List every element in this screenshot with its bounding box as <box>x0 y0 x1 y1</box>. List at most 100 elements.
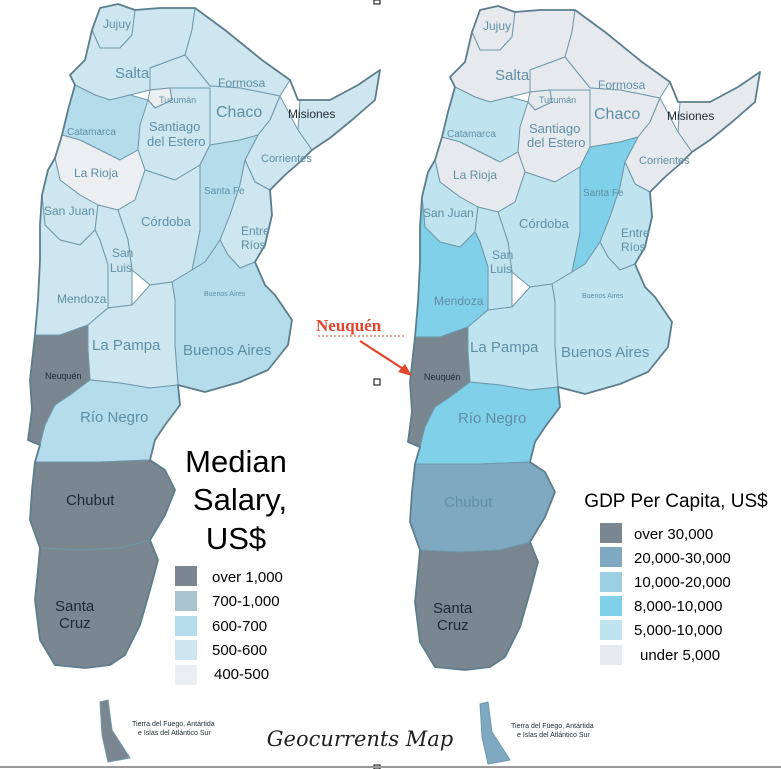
selection-handle-middle[interactable] <box>373 378 381 386</box>
annotation-arrow-head <box>398 364 412 376</box>
label-larioja: La Rioja <box>74 166 118 180</box>
label-sanjuan: San Juan <box>423 206 474 220</box>
province-santacruz <box>34 539 159 669</box>
label-formosa: Formosa <box>598 78 646 92</box>
legend-swatch-5000-10000 <box>600 620 622 640</box>
label-corrientes: Corrientes <box>639 155 690 167</box>
label-tucuman: Tucumán <box>539 95 576 105</box>
label-mendoza: Mendoza <box>57 292 107 306</box>
label-tierra-2: e Islas del Atlántico Sur <box>138 730 211 737</box>
label-tierra-2: e Islas del Atlántico Sur <box>517 732 590 739</box>
label-larioja: La Rioja <box>453 168 497 182</box>
province-tierradelfuego <box>479 701 511 765</box>
legend-label-5000-10000: 5,000-10,000 <box>634 622 722 639</box>
label-buenosaires: Buenos Aires <box>183 342 271 359</box>
selection-handle-top[interactable] <box>373 0 381 5</box>
label-salta: Salta <box>115 65 150 82</box>
label-buenosaires: Buenos Aires <box>561 344 649 361</box>
gdp-per-capita-map: Jujuy Salta Formosa Tucumán Chaco Mision… <box>407 5 761 765</box>
label-santafe: Santa Fe <box>204 186 245 197</box>
median-salary-map: Jujuy Salta Formosa Tucumán Chaco Mision… <box>27 3 381 763</box>
province-tierradelfuego <box>99 699 131 763</box>
label-jujuy: Jujuy <box>103 17 131 31</box>
label-santafe: Santa Fe <box>583 188 624 199</box>
label-santiago-2: del Estero <box>527 135 586 150</box>
label-corrientes: Corrientes <box>261 153 312 165</box>
label-santiago-1: Santiago <box>529 121 580 136</box>
legend-swatch-10000-20000 <box>600 572 622 592</box>
legend-swatch-20000-30000 <box>600 547 622 567</box>
label-entrerios-2: Ríos <box>241 238 266 252</box>
median-salary-legend: over 1,000 700-1,000 600-700 500-600 400… <box>175 566 283 685</box>
label-cordoba: Córdoba <box>519 216 570 231</box>
label-santacruz-1: Santa <box>433 600 473 617</box>
legend-label-500-600: 500-600 <box>212 642 267 659</box>
country-outline <box>27 3 381 669</box>
median-salary-title-line1: Median <box>185 444 287 479</box>
country-outline <box>407 5 761 671</box>
label-entrerios-1: Entre <box>241 224 270 238</box>
geocurrents-credit: Geocurrents Map <box>267 727 454 751</box>
legend-label-over-1000: over 1,000 <box>212 569 283 586</box>
legend-swatch-8000-10000 <box>600 596 622 616</box>
label-sanluis-1: San <box>112 246 133 260</box>
label-santacruz-2: Cruz <box>437 617 469 634</box>
median-salary-title-line2: Salary, <box>193 482 287 517</box>
legend-swatch-over-30000 <box>600 523 622 543</box>
gdp-legend: over 30,000 20,000-30,000 10,000-20,000 … <box>600 523 731 665</box>
legend-swatch-under-5000 <box>600 645 622 665</box>
label-sanluis-2: Luis <box>110 261 132 275</box>
label-entrerios-1: Entre <box>621 226 650 240</box>
label-misiones: Misiones <box>288 107 335 121</box>
label-bsas-city: Buenos Aires <box>582 293 624 300</box>
label-entrerios-2: Ríos <box>621 240 646 254</box>
label-chaco: Chaco <box>216 104 262 121</box>
label-tucuman: Tucumán <box>159 95 196 105</box>
label-santiago-1: Santiago <box>149 119 200 134</box>
legend-label-under-5000: under 5,000 <box>640 647 720 664</box>
annotation-arrow-shaft <box>359 340 409 373</box>
legend-label-10000-20000: 10,000-20,000 <box>634 574 731 591</box>
legend-swatch-600-700 <box>175 616 197 636</box>
label-neuquen: Neuquén <box>45 371 82 381</box>
legend-label-8000-10000: 8,000-10,000 <box>634 598 722 615</box>
label-chubut: Chubut <box>66 492 115 509</box>
neuquen-annotation-label: Neuquén <box>316 316 382 335</box>
label-catamarca: Catamarca <box>67 127 116 138</box>
label-sanluis-1: San <box>492 248 513 262</box>
label-formosa: Formosa <box>218 76 266 90</box>
label-chaco: Chaco <box>594 106 640 123</box>
label-santacruz-2: Cruz <box>59 615 91 632</box>
legend-label-over-30000: over 30,000 <box>634 526 713 543</box>
label-santacruz-1: Santa <box>55 598 95 615</box>
label-misiones: Misiones <box>667 109 714 123</box>
label-rionegro: Río Negro <box>458 410 526 427</box>
median-salary-title-line3: US$ <box>206 521 266 556</box>
legend-label-700-1000: 700-1,000 <box>212 593 280 610</box>
label-tierra-1: Tierra del Fuego, Antártida <box>511 723 594 730</box>
label-rionegro: Río Negro <box>80 409 148 426</box>
legend-swatch-400-500 <box>175 665 197 685</box>
legend-label-600-700: 600-700 <box>212 618 267 635</box>
label-santiago-2: del Estero <box>147 134 206 149</box>
label-chubut: Chubut <box>444 494 493 511</box>
label-neuquen: Neuquén <box>424 372 461 382</box>
label-sanluis-2: Luis <box>490 262 512 276</box>
label-bsas-city: Buenos Aires <box>204 291 246 298</box>
label-lapampa: La Pampa <box>92 337 161 354</box>
label-jujuy: Jujuy <box>483 19 511 33</box>
label-cordoba: Córdoba <box>141 214 192 229</box>
gdp-title: GDP Per Capita, US$ <box>584 491 768 512</box>
legend-swatch-500-600 <box>175 640 197 660</box>
legend-label-400-500: 400-500 <box>214 666 269 683</box>
label-catamarca: Catamarca <box>447 129 496 140</box>
legend-label-20000-30000: 20,000-30,000 <box>634 550 731 567</box>
label-sanjuan: San Juan <box>44 204 95 218</box>
label-salta: Salta <box>495 67 530 84</box>
label-tierra-1: Tierra del Fuego, Antártida <box>132 721 215 728</box>
label-mendoza: Mendoza <box>434 294 484 308</box>
legend-swatch-700-1000 <box>175 591 197 611</box>
legend-swatch-over-1000 <box>175 566 197 586</box>
label-lapampa: La Pampa <box>470 339 539 356</box>
